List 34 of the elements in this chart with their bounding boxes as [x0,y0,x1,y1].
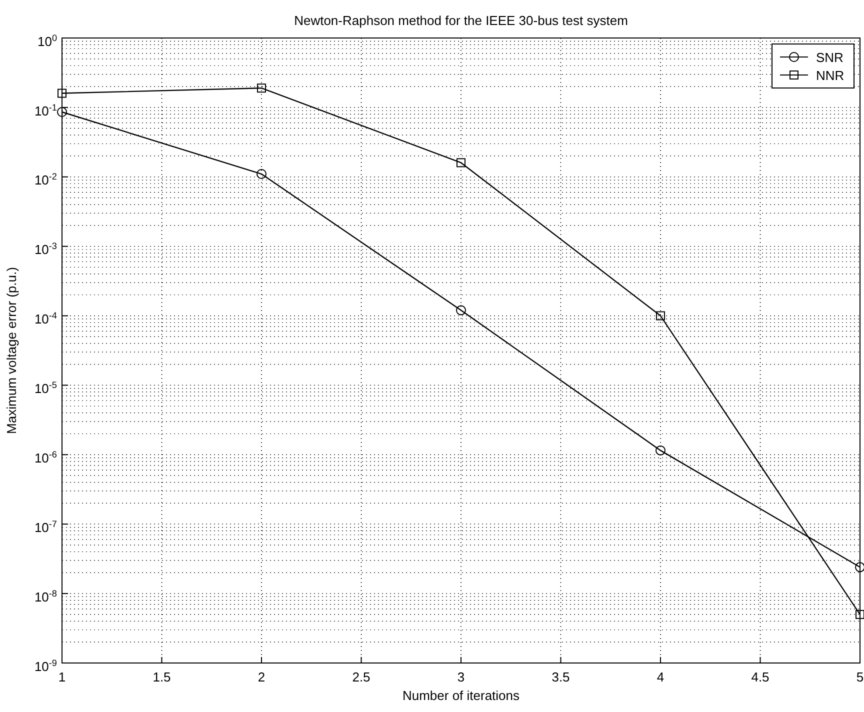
y-tick-label: 10$^{-9}$ [34,658,57,674]
point [58,88,66,98]
y-axis-title: Maximum voltage error (p.u.) [4,267,19,434]
chart-title: Newton-Raphson method for the IEEE 30-bus test system [294,13,628,28]
x-axis-title: Number of iterations [402,688,520,703]
point [656,311,665,320]
point [456,305,466,316]
x-tick-label: 3 [457,670,465,685]
y-tick-label: 10$^{-8}$ [34,588,57,604]
y-tick-label: 10$^{-5}$ [34,380,57,396]
point [57,106,67,117]
x-tick-label: 3.5 [552,670,570,685]
x-tick-label: 2 [258,670,266,685]
point [257,84,266,93]
legend-label: NNR [816,68,844,83]
x-tick-label: 1.5 [152,670,171,685]
y-tick-label: 10$^{-2}$ [34,172,57,188]
x-tick-label: 4 [656,670,664,685]
x-tick-label: 2.5 [352,670,370,685]
x-tick-label: 1 [58,670,66,685]
y-tick-label: 10$^{-7}$ [34,518,57,535]
x-tick-label: 5 [856,670,864,685]
x-tick-label: 4.5 [751,670,770,685]
point [256,169,266,180]
y-tick-label: 10$^{0}$ [37,32,57,49]
y-tick-label: 10$^{-6}$ [34,449,57,466]
point [656,445,666,456]
y-tick-label: 10$^{-4}$ [34,310,57,327]
y-tick-label: 10$^{-1}$ [34,102,57,118]
y-tick-label: 10$^{-3}$ [34,241,57,258]
legend-label: SNR [816,50,844,65]
point [456,158,466,168]
point [856,610,864,619]
point [855,562,864,572]
